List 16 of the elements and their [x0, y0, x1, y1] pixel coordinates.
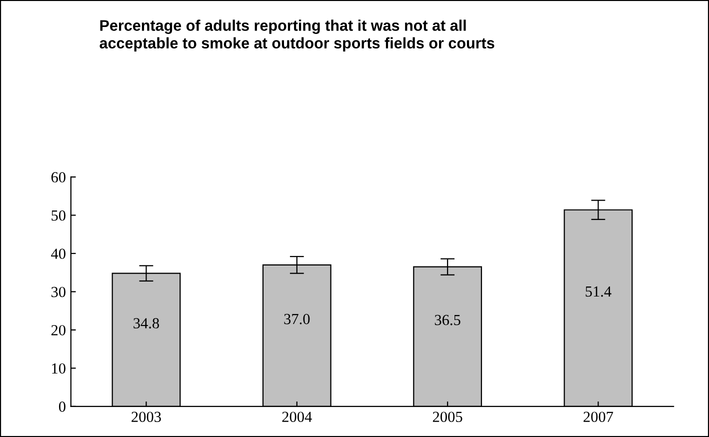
data-label: 34.8	[134, 318, 160, 328]
x-tick-label: 2003	[132, 412, 161, 422]
y-tick-label: 30	[51, 286, 66, 298]
data-label: 37.0	[284, 314, 310, 324]
y-tick-label: 0	[58, 402, 66, 412]
y-tick-label: 50	[52, 210, 66, 221]
chart-title: Percentage of adults reporting that it was not at all acceptable to smoke at outdoor sports fields or courts	[100, 20, 494, 52]
data-label: 51.4	[586, 286, 612, 297]
y-tick-label: 40	[51, 248, 66, 259]
data-label: 36.5	[434, 314, 460, 326]
x-tick-label: 2005	[432, 412, 462, 422]
y-tick-label: 10	[52, 363, 66, 374]
x-tick-label: 2004	[282, 412, 312, 422]
x-tick-label: 2007	[584, 412, 614, 422]
y-tick-label: 20	[51, 325, 66, 336]
y-tick-label: 60	[51, 172, 66, 182]
